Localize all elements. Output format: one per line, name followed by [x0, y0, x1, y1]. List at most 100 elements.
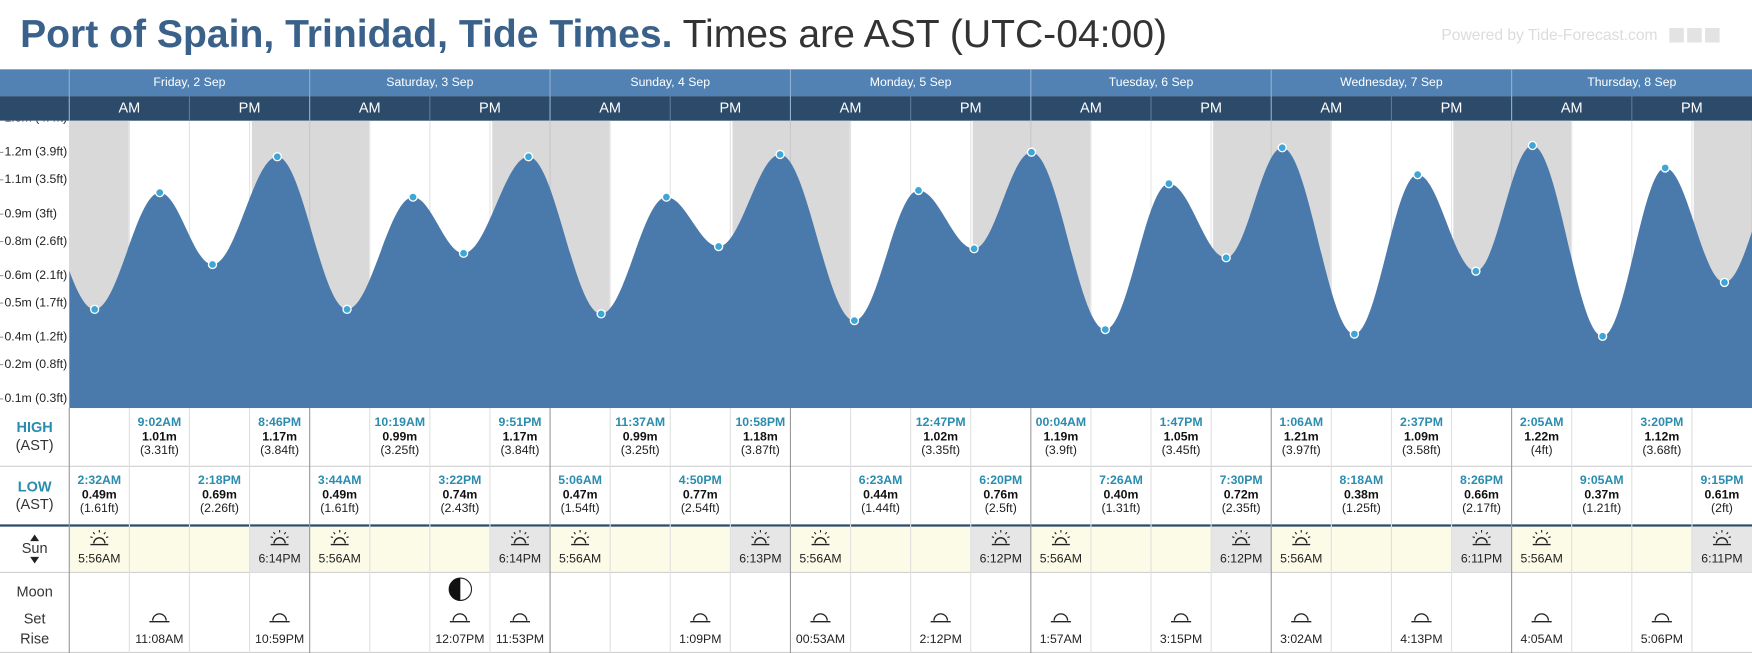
tide-point: [155, 187, 165, 198]
tide-feet: (3.87ft): [741, 443, 780, 457]
sun-ray: [1728, 536, 1732, 539]
tide-time: 9:51PM: [499, 415, 542, 429]
sun-ray: [286, 536, 289, 539]
day-label: Friday, 2 Sep: [153, 75, 225, 89]
sun-ray: [1488, 536, 1491, 539]
tide-time: 7:26AM: [1099, 473, 1143, 487]
tide-point: [1026, 147, 1037, 157]
tide-time: 6:20PM: [979, 473, 1022, 487]
day-label: Sunday, 4 Sep: [630, 75, 710, 89]
moonrise-time: 3:15PM: [1160, 632, 1202, 646]
tide-height: 0.99m: [382, 429, 417, 443]
moon-set-label: Set: [24, 611, 46, 627]
tide-height: 0.69m: [202, 488, 237, 502]
sun-ray: [826, 536, 830, 539]
half-label: PM: [1200, 100, 1222, 116]
tide-height: 0.40m: [1104, 488, 1139, 502]
sun-ray: [1067, 536, 1071, 539]
sunset-icon: [991, 530, 1010, 546]
sun-ray: [764, 531, 767, 535]
tide-point: [1349, 329, 1360, 339]
sun-ray: [570, 536, 574, 539]
tide-feet: (2.54ft): [681, 501, 720, 515]
sun-ray: [1712, 536, 1716, 539]
tide-time: 9:02AM: [138, 415, 182, 429]
tide-feet: (3.84ft): [260, 443, 299, 457]
sunrise-icon: [570, 530, 590, 546]
sunset-icon: [1472, 530, 1491, 546]
tide-point: [1221, 253, 1231, 263]
plot: 1.3m (4.4ft) 1.2m (3.9ft) 1.1m (3.5ft) 0.9m…: [0, 120, 1752, 409]
tide-point: [342, 304, 352, 315]
tide-height: 0.49m: [322, 488, 357, 502]
sunrise-icon: [90, 530, 109, 546]
sun-disc: [1535, 537, 1548, 544]
sunset-cell: [249, 526, 310, 573]
tide-time: 2:37PM: [1400, 415, 1443, 429]
tide-feet: (3.31ft): [140, 443, 179, 457]
sun-ray: [584, 531, 587, 535]
sun-ray: [1726, 531, 1729, 535]
moon-arc: [1534, 613, 1550, 621]
sun-ray: [586, 536, 590, 539]
sun-disc: [754, 537, 767, 544]
moonset-time: 1:57AM: [1040, 632, 1082, 646]
tide-point: [969, 244, 979, 254]
tide-point: [1277, 143, 1287, 153]
tide-feet: (1.31ft): [1102, 501, 1141, 515]
sunrise-icon: [811, 530, 830, 546]
tide-feet: (3.58ft): [1402, 443, 1441, 457]
tide-time: 00:04AM: [1036, 415, 1086, 429]
tide-height: 0.38m: [1344, 488, 1379, 502]
tide-feet: (1.61ft): [320, 501, 359, 515]
sunrise-time: 5:56AM: [799, 551, 841, 565]
y-tick-label: 0.8m (2.6ft): [4, 234, 67, 248]
half-label: AM: [1320, 100, 1342, 116]
sun-disc: [1054, 537, 1068, 544]
sunrise-time: 5:56AM: [1280, 551, 1322, 565]
tide-height: 1.12m: [1644, 429, 1679, 443]
tide-point: [775, 149, 785, 160]
tide-point: [596, 309, 606, 319]
y-tick-label: 0.2m (0.8ft): [4, 357, 67, 371]
tide-feet: (2.26ft): [200, 501, 239, 515]
moonset-time: 10:59PM: [255, 632, 304, 646]
tide-height: 0.47m: [563, 488, 598, 502]
sunrise-time: 5:56AM: [319, 551, 361, 565]
sun-ray: [105, 536, 109, 539]
y-tick-label: 0.5m (1.7ft): [4, 295, 67, 309]
half-label: AM: [1561, 100, 1583, 116]
tide-height: 0.61m: [1705, 488, 1740, 502]
tide-time: 1:47PM: [1160, 415, 1203, 429]
sun-ray: [766, 536, 770, 539]
sunset-time: 6:12PM: [980, 551, 1022, 565]
tide-height: 0.99m: [623, 429, 658, 443]
sunset-cell: [1211, 526, 1272, 573]
moonrise-icon: [690, 613, 711, 623]
tide-height: 0.66m: [1464, 488, 1499, 502]
moon-arc: [1654, 613, 1670, 621]
sun-ray: [90, 536, 93, 539]
sun-ray: [751, 536, 754, 539]
half-label: AM: [118, 100, 140, 116]
sunrise-icon: [1532, 530, 1551, 546]
sunset-time: 6:12PM: [1220, 551, 1262, 565]
y-tick-label: 1.2m (3.9ft): [4, 145, 67, 159]
tide-time: 3:20PM: [1640, 415, 1683, 429]
tide-feet: (1.25ft): [1342, 501, 1381, 515]
moonset-time: 00:53AM: [796, 632, 845, 646]
table: 9:02AM1.01m(3.31ft)8:46PM1.17m(3.84ft)2:…: [0, 408, 1752, 653]
moonset-time: 3:02AM: [1280, 632, 1322, 646]
sunset-icon: [270, 530, 289, 546]
moon-arc: [1293, 613, 1309, 621]
sun-disc: [1295, 537, 1308, 544]
sun-ray: [1232, 536, 1235, 539]
tide-height: 1.22m: [1524, 429, 1559, 443]
sun-ray: [1007, 536, 1010, 539]
sun-ray: [1535, 531, 1538, 535]
day-header: [0, 69, 1752, 97]
moonset-icon: [1531, 613, 1552, 623]
tide-feet: (3.35ft): [921, 443, 960, 457]
sunrise-icon: [1292, 530, 1311, 546]
